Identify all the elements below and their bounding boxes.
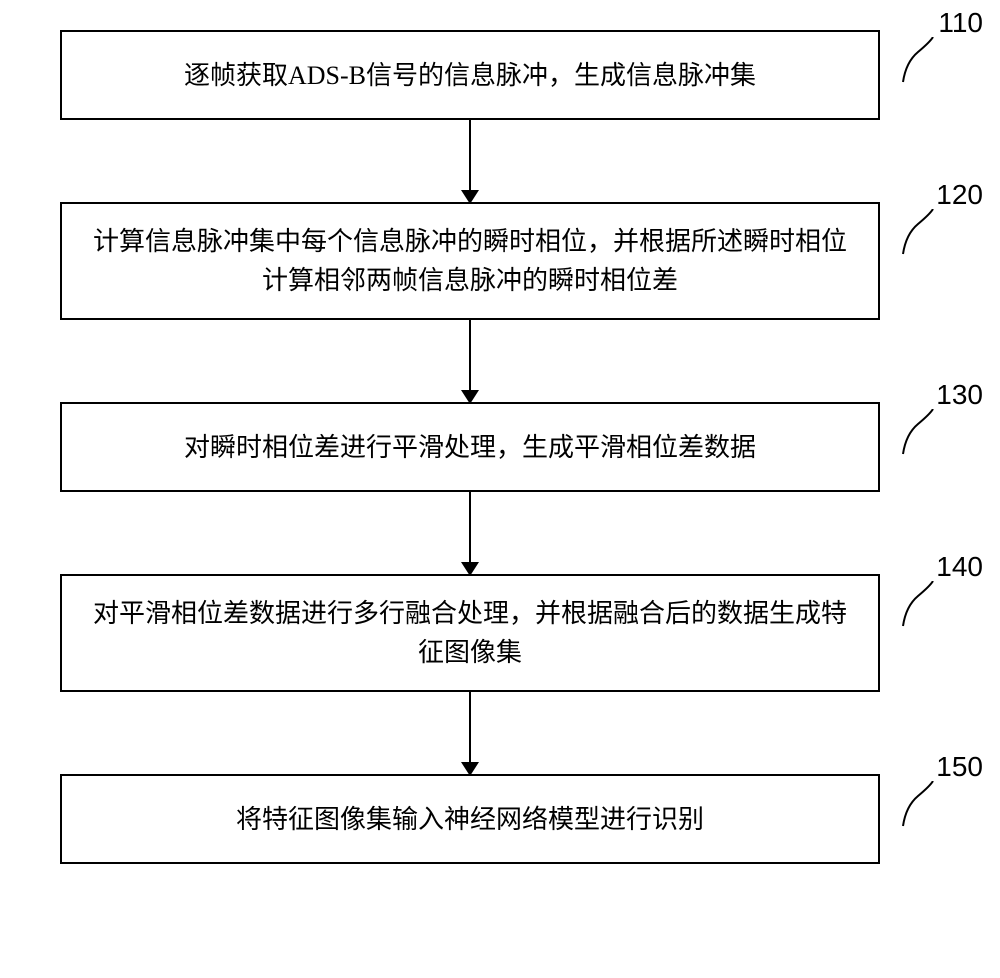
step-text: 计算信息脉冲集中每个信息脉冲的瞬时相位，并根据所述瞬时相位计算相邻两帧信息脉冲的… [92, 222, 848, 300]
step-box-150: 150 将特征图像集输入神经网络模型进行识别 [60, 774, 880, 864]
curve-connector-icon [898, 209, 938, 259]
arrow-down-icon [469, 120, 471, 202]
step-label: 110 [938, 2, 983, 44]
step-text: 逐帧获取ADS-B信号的信息脉冲，生成信息脉冲集 [184, 56, 756, 95]
step-label: 120 [936, 174, 983, 216]
arrow-down-icon [469, 492, 471, 574]
step-text: 将特征图像集输入神经网络模型进行识别 [236, 800, 704, 839]
step-box-110: 110 逐帧获取ADS-B信号的信息脉冲，生成信息脉冲集 [60, 30, 880, 120]
step-box-130: 130 对瞬时相位差进行平滑处理，生成平滑相位差数据 [60, 402, 880, 492]
arrow-down-icon [469, 692, 471, 774]
curve-connector-icon [898, 37, 938, 87]
curve-connector-icon [898, 581, 938, 631]
step-label: 130 [936, 374, 983, 416]
curve-connector-icon [898, 781, 938, 831]
flowchart-container: 110 逐帧获取ADS-B信号的信息脉冲，生成信息脉冲集 120 计算信息脉冲集… [60, 30, 880, 864]
step-text: 对瞬时相位差进行平滑处理，生成平滑相位差数据 [184, 428, 756, 467]
arrow-down-icon [469, 320, 471, 402]
step-text: 对平滑相位差数据进行多行融合处理，并根据融合后的数据生成特征图像集 [92, 594, 848, 672]
curve-connector-icon [898, 409, 938, 459]
step-label: 140 [936, 546, 983, 588]
step-box-120: 120 计算信息脉冲集中每个信息脉冲的瞬时相位，并根据所述瞬时相位计算相邻两帧信… [60, 202, 880, 320]
step-label: 150 [936, 746, 983, 788]
step-box-140: 140 对平滑相位差数据进行多行融合处理，并根据融合后的数据生成特征图像集 [60, 574, 880, 692]
